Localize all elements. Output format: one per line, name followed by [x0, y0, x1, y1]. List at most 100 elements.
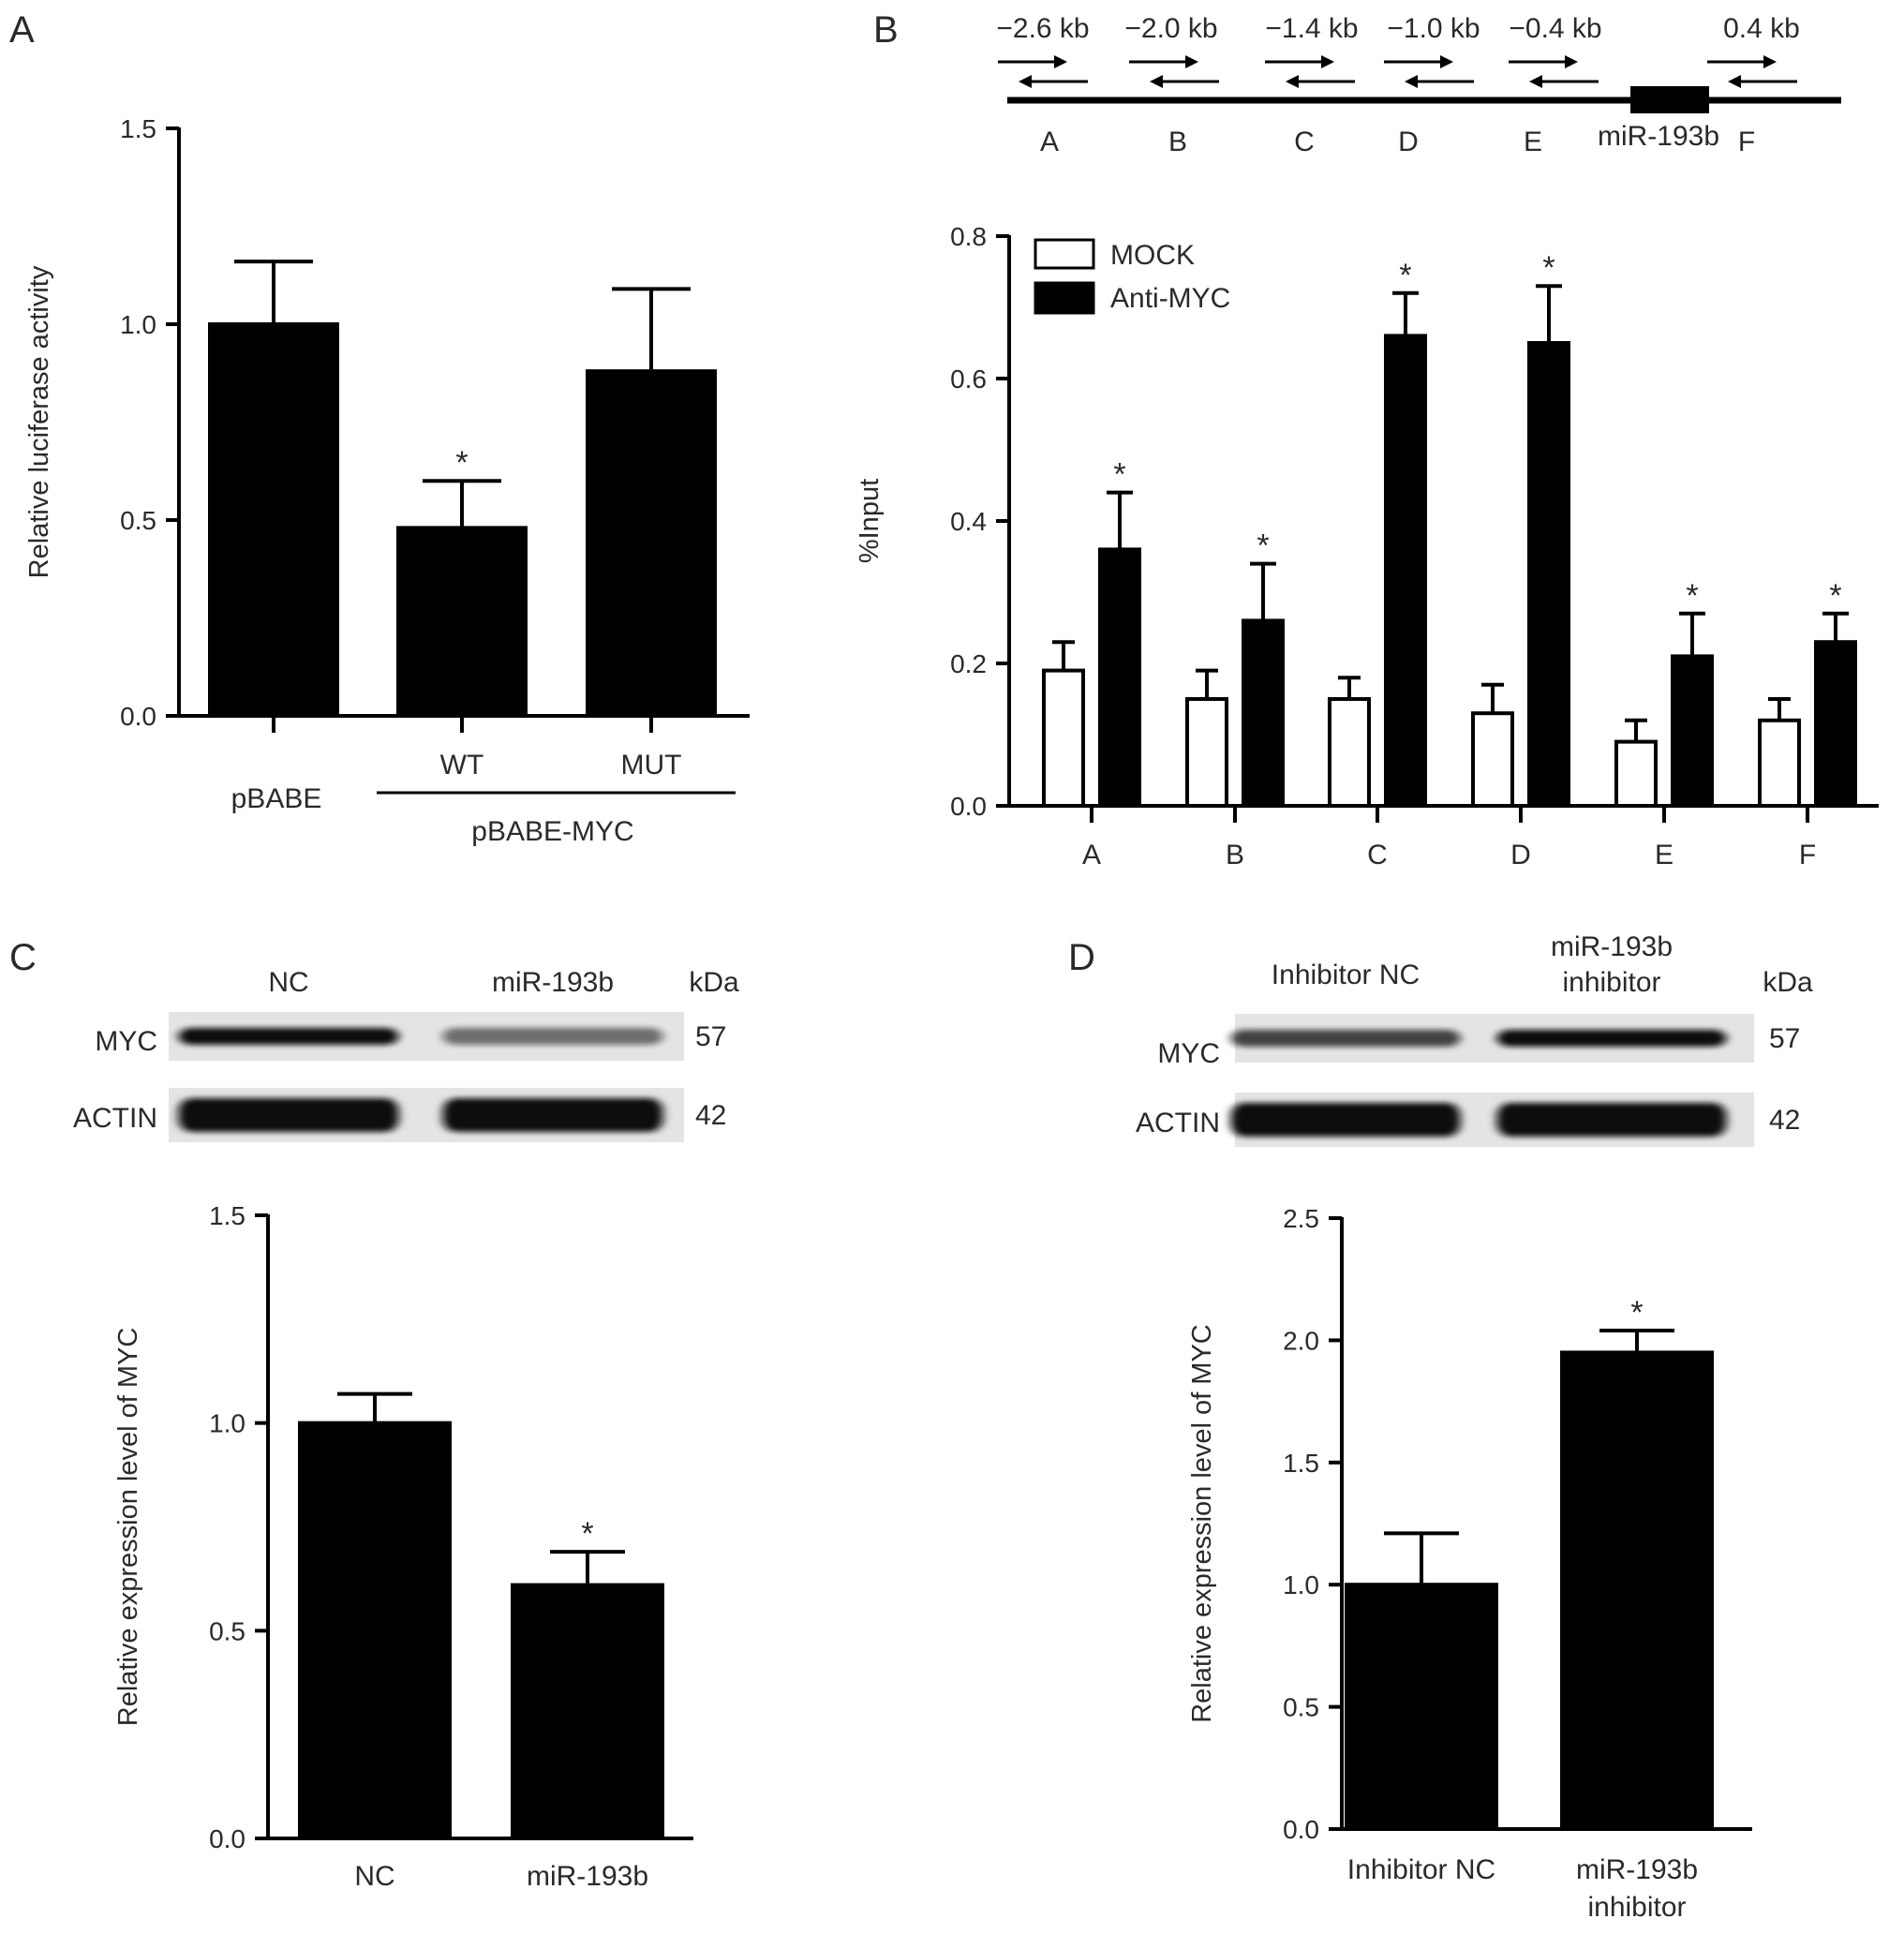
chart-a-y-tick-label: 1.5: [120, 114, 156, 143]
chart-c-0-bar: [298, 1421, 452, 1840]
chart-b-anti-myc-C-significance-star: *: [1399, 258, 1411, 293]
chart-b-anti-myc-E-significance-star: *: [1686, 578, 1698, 614]
promoter-position-label: 0.4 kb: [1723, 13, 1800, 44]
chart-b-anti-myc-B-significance-star: *: [1257, 528, 1269, 564]
chart-a-2-bar: [586, 369, 717, 718]
promoter-position-label: −2.0 kb: [1124, 13, 1217, 44]
panel-letter-b: B: [873, 9, 899, 51]
chart-b-mock-F-bar: [1758, 718, 1801, 808]
promoter-region-label: F: [1738, 126, 1755, 157]
reverse-primer-arrowhead: [1150, 75, 1163, 88]
blot-band-actin: [442, 1098, 663, 1132]
chart-b-category-label: C: [1367, 840, 1388, 870]
promoter-region-label: E: [1524, 126, 1542, 157]
chart-a-y-tick-label: 0.5: [120, 506, 156, 535]
promoter-position-label: −0.4 kb: [1509, 13, 1601, 44]
promoter-position-label: −2.6 kb: [996, 13, 1089, 44]
chart-d-y-tick-label: 1.0: [1283, 1570, 1319, 1599]
chart-b-anti-myc-F-bar: [1814, 640, 1857, 809]
panel-letter-c: C: [9, 937, 37, 978]
promoter-region-label: A: [1040, 126, 1059, 157]
forward-primer-arrowhead: [1763, 55, 1777, 68]
chart-c-y-tick-label: 0.5: [209, 1616, 245, 1645]
chart-b-anti-myc-D-bar: [1527, 341, 1570, 808]
blot-lane-label: miR-193b: [492, 967, 614, 998]
chart-b-category-label: D: [1510, 840, 1531, 870]
chart-b-y-tick-label: 0.2: [950, 649, 987, 678]
blot-lane-label: miR-193b: [1551, 931, 1673, 962]
chart-d-y-tick-label: 2.0: [1283, 1326, 1319, 1355]
reverse-primer-arrowhead: [1405, 75, 1418, 88]
promoter-region-label: C: [1294, 126, 1315, 157]
chart-d-category-label: Inhibitor NC: [1347, 1854, 1495, 1885]
promoter-position-label: −1.4 kb: [1265, 13, 1358, 44]
chart-c-y-tick-label: 1.0: [209, 1409, 245, 1438]
chart-b-mock-E-bar: [1614, 739, 1658, 808]
panel-letter-d: D: [1068, 937, 1095, 978]
chart-a-1-significance-star: *: [455, 445, 468, 481]
chart-b-category-label: B: [1226, 840, 1244, 870]
reverse-primer-arrowhead: [1286, 75, 1299, 88]
blot-band-myc: [442, 1028, 663, 1045]
blot-kda-label: 42: [695, 1100, 726, 1131]
chart-b-anti-myc-D-significance-star: *: [1542, 250, 1554, 286]
blot-kda-label: 57: [695, 1021, 726, 1052]
forward-primer-arrowhead: [1565, 55, 1578, 68]
blot-band-myc: [1496, 1030, 1727, 1047]
blot-band-actin: [1230, 1103, 1461, 1137]
forward-primer-arrowhead: [1054, 55, 1067, 68]
chart-b-anti-myc-A-significance-star: *: [1113, 457, 1125, 493]
panel-letter-a: A: [9, 9, 35, 51]
blot-lane-label: inhibitor: [1562, 967, 1660, 998]
chart-a-0-bar: [208, 322, 339, 718]
chart-b-y-tick-label: 0.4: [950, 507, 987, 536]
chart-b-y-tick-label: 0.8: [950, 222, 987, 251]
chart-d-y-tick-label: 0.5: [1283, 1693, 1319, 1722]
chart-b-anti-myc-E-bar: [1671, 654, 1714, 809]
chart-b-category-label: A: [1082, 840, 1101, 870]
legend-label-mock: MOCK: [1110, 240, 1195, 271]
chart-c-y-axis-title: Relative expression level of MYC: [113, 1328, 143, 1727]
chart-a-y-tick-label: 0.0: [120, 702, 156, 731]
chart-c-y-tick-label: 1.5: [209, 1201, 245, 1230]
chart-b-mock-A-bar: [1042, 668, 1085, 808]
mir-193b-gene-label: miR-193b: [1598, 121, 1719, 152]
blot-band-myc: [178, 1028, 399, 1045]
promoter-map-b: −2.6 kb −2.0 kb −1.4 kb −1.0 kb −0.4 kb 0.4 k…: [996, 13, 1841, 157]
blot-lane-label: NC: [268, 967, 308, 998]
promoter-region-label: B: [1168, 126, 1187, 157]
chart-d-y-tick-label: 2.5: [1283, 1204, 1319, 1233]
chart-d-category-label: miR-193b: [1576, 1854, 1698, 1885]
promoter-position-label: −1.0 kb: [1387, 13, 1480, 44]
reverse-primer-arrowhead: [1529, 75, 1542, 88]
chart-a-y-axis-title: Relative luciferase activity: [24, 265, 54, 578]
chart-d-y-tick-label: 1.5: [1283, 1449, 1319, 1478]
blot-kda-label: 57: [1769, 1023, 1800, 1054]
forward-primer-arrowhead: [1440, 55, 1453, 68]
blot-band-myc: [1230, 1030, 1461, 1047]
chart-c-1-significance-star: *: [581, 1516, 593, 1552]
chart-a-category-label: WT: [440, 750, 484, 781]
chart-d-1-bar: [1560, 1350, 1714, 1831]
blot-lane-label: Inhibitor NC: [1272, 960, 1420, 990]
reverse-primer-arrowhead: [1728, 75, 1741, 88]
chart-b-category-label: E: [1655, 840, 1673, 870]
chart-b-mock-B-bar: [1185, 697, 1228, 808]
chart-c-category-label: NC: [354, 1861, 394, 1892]
blot-kda-label: 42: [1769, 1105, 1800, 1136]
chart-b-y-tick-label: 0.6: [950, 364, 987, 394]
chart-c-y-tick-label: 0.0: [209, 1824, 245, 1853]
blot-kda-header: kDa: [689, 967, 739, 998]
chart-b-y-tick-label: 0.0: [950, 792, 987, 821]
chart-d-y-axis-title: Relative expression level of MYC: [1187, 1324, 1217, 1723]
blot-kda-header: kDa: [1763, 967, 1813, 998]
western-blot-d: Inhibitor NC miR-193b inhibitor kDa MYC 57 ACT…: [1136, 931, 1813, 1147]
chart-b-chip: 0.0 0.2 0.4 0.6 0.8 %Input * A * B * C * D * E * F MOCK Ant…: [855, 222, 1879, 870]
blot-protein-label: MYC: [95, 1026, 157, 1057]
chart-a-y-tick-label: 1.0: [120, 310, 156, 339]
chart-a-category-label: MUT: [621, 750, 682, 781]
chart-c-myc-expression: 0.0 0.5 1.0 1.5 Relative expression level of…: [113, 1201, 693, 1892]
chart-a-category-label: pBABE: [231, 783, 322, 814]
chart-d-1-significance-star: *: [1630, 1295, 1643, 1331]
